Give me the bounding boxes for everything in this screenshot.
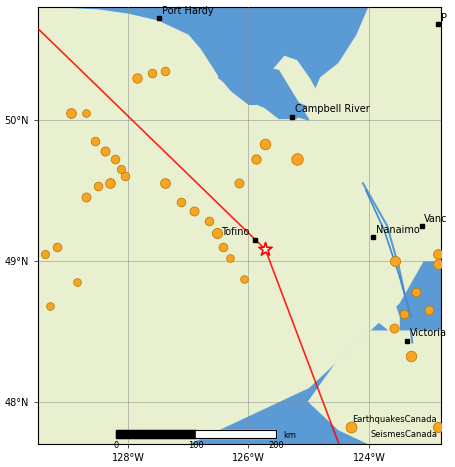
Text: P: P (440, 13, 447, 23)
Point (94, 182, 101, 190)
Point (82, 194, 90, 201)
Point (191, 208, 198, 215)
Point (213, 229, 221, 236)
Point (240, 275, 248, 283)
Point (262, 140, 269, 148)
Point (117, 165, 125, 173)
Point (293, 156, 300, 163)
Point (177, 198, 185, 205)
Point (53, 243, 61, 250)
Point (121, 172, 129, 180)
Point (67, 109, 75, 117)
Point (111, 156, 118, 163)
Point (73, 278, 81, 286)
Point (262, 246, 269, 253)
Point (91, 137, 99, 145)
Polygon shape (308, 331, 441, 444)
Text: EarthquakesCanada: EarthquakesCanada (353, 415, 437, 424)
Polygon shape (218, 190, 399, 342)
Text: 200: 200 (268, 441, 284, 450)
Polygon shape (218, 64, 308, 120)
Bar (196, 431, 276, 438)
Point (391, 257, 399, 264)
Point (347, 423, 354, 431)
Point (435, 260, 442, 267)
Text: 0: 0 (113, 441, 119, 450)
Point (227, 254, 234, 262)
Text: km: km (283, 431, 296, 440)
Point (82, 109, 90, 117)
Polygon shape (38, 7, 441, 444)
Point (133, 74, 141, 81)
Point (162, 179, 169, 187)
Point (236, 179, 243, 187)
Text: Vanc: Vanc (425, 214, 448, 224)
Text: Campbell River: Campbell River (295, 104, 370, 114)
Point (412, 288, 420, 296)
Text: SeismesCanada: SeismesCanada (370, 431, 437, 439)
Point (162, 67, 169, 74)
Point (206, 218, 213, 225)
Text: Nanaimo: Nanaimo (375, 226, 420, 235)
Point (46, 302, 53, 310)
Point (435, 423, 442, 431)
Point (390, 325, 398, 332)
Text: Victoria: Victoria (410, 328, 447, 338)
Bar (116, 431, 196, 438)
Text: Tofino: Tofino (222, 227, 250, 237)
Point (106, 179, 114, 187)
Point (425, 306, 433, 314)
Text: Port Hardy: Port Hardy (162, 6, 214, 16)
Text: 100: 100 (188, 441, 204, 450)
Point (148, 70, 156, 77)
Point (41, 250, 49, 257)
Polygon shape (273, 57, 321, 120)
Bar (116, 431, 276, 438)
Point (435, 250, 442, 257)
Point (220, 243, 227, 250)
Point (252, 156, 259, 163)
Point (407, 353, 415, 360)
Point (400, 311, 408, 318)
Point (101, 147, 109, 155)
